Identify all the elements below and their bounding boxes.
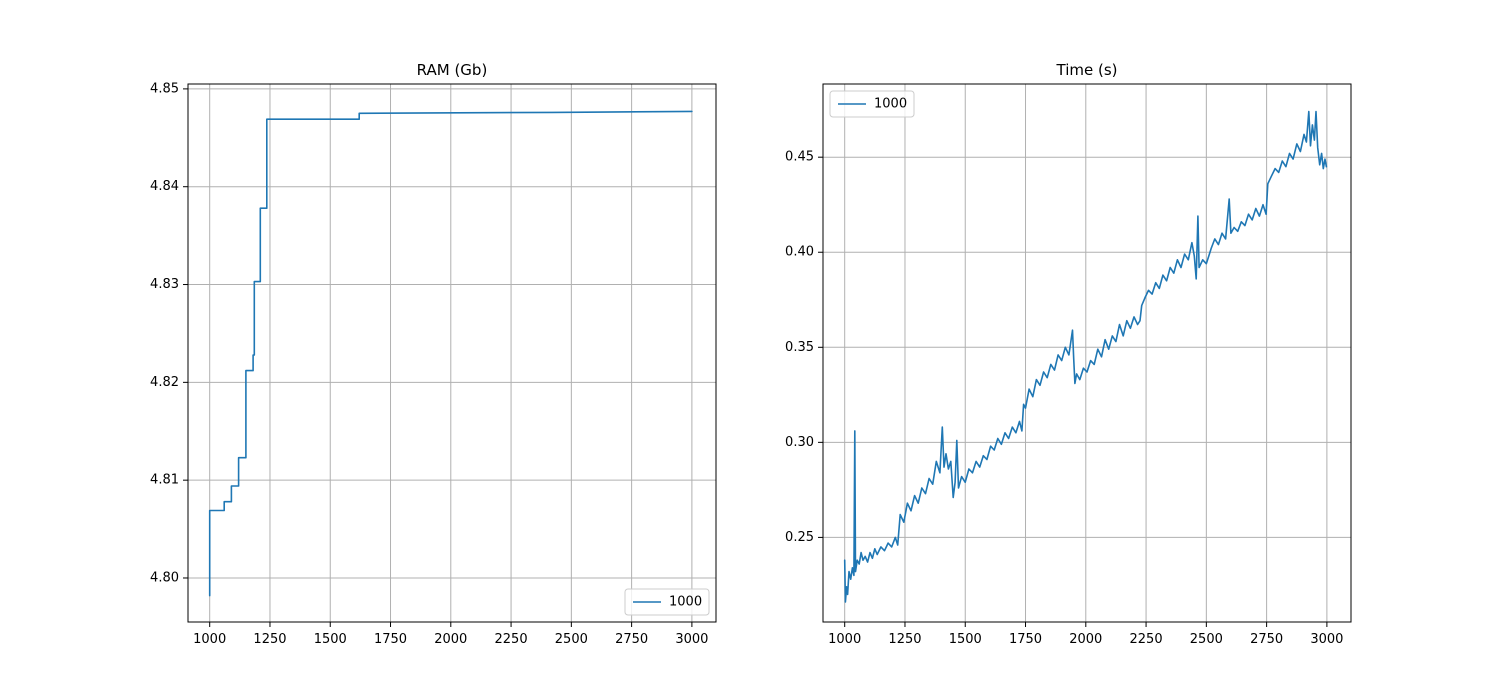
time-y-tick-label: 0.25 xyxy=(785,530,814,545)
time-x-tick-label: 2250 xyxy=(1130,632,1163,647)
time-legend-label: 1000 xyxy=(874,97,907,112)
time-x-tick-label: 3000 xyxy=(1310,632,1343,647)
time-x-tick-label: 2750 xyxy=(1250,632,1283,647)
ram-y-tick-label: 4.84 xyxy=(150,179,179,194)
time-chart-grid xyxy=(823,84,1351,622)
time-chart-ticks: 1000 1250 1500 1750 2000 2250 2500 2750 3000 0.25… xyxy=(785,150,1343,647)
ram-chart: 1000 1250 1500 1750 2000 2250 2500 2750 3000 4.80… xyxy=(150,61,717,647)
time-y-tick-label: 0.40 xyxy=(785,245,814,260)
time-x-tick-label: 1500 xyxy=(949,632,982,647)
time-series-line xyxy=(843,110,1328,603)
time-chart-frame xyxy=(822,83,1352,623)
time-x-tick-label: 1250 xyxy=(888,632,921,647)
time-legend-box xyxy=(829,90,915,118)
ram-y-tick-label: 4.81 xyxy=(150,473,179,488)
ram-x-tick-label: 3000 xyxy=(675,632,708,647)
ram-x-tick-label: 2000 xyxy=(434,632,467,647)
ram-series-line xyxy=(208,110,693,597)
time-y-tick-label: 0.30 xyxy=(785,435,814,450)
time-x-tick-label: 2500 xyxy=(1190,632,1223,647)
time-x-tick-label: 1000 xyxy=(828,632,861,647)
ram-y-tick-label: 4.80 xyxy=(150,570,179,585)
time-y-tick-label: 0.35 xyxy=(785,340,814,355)
ram-chart-frame xyxy=(187,83,717,623)
ram-y-tick-label: 4.83 xyxy=(150,277,179,292)
ram-x-tick-label: 1750 xyxy=(374,632,407,647)
time-chart: 1000 1250 1500 1750 2000 2250 2500 2750 3000 0.25… xyxy=(785,61,1352,647)
ram-chart-title: RAM (Gb) xyxy=(417,61,488,79)
time-chart-legend: 1000 xyxy=(829,90,915,118)
ram-legend-label: 1000 xyxy=(669,595,702,610)
time-x-tick-label: 1750 xyxy=(1009,632,1042,647)
ram-x-tick-label: 2500 xyxy=(555,632,588,647)
ram-x-tick-label: 1500 xyxy=(314,632,347,647)
ram-legend-box xyxy=(624,588,710,616)
ram-x-tick-label: 2250 xyxy=(495,632,528,647)
ram-chart-legend: 1000 xyxy=(624,588,710,616)
time-x-tick-label: 2000 xyxy=(1069,632,1102,647)
ram-y-tick-label: 4.82 xyxy=(150,375,179,390)
ram-x-tick-label: 1250 xyxy=(253,632,286,647)
ram-chart-grid xyxy=(188,84,716,622)
time-chart-title: Time (s) xyxy=(1056,61,1118,79)
ram-x-tick-label: 2750 xyxy=(615,632,648,647)
ram-x-tick-label: 1000 xyxy=(193,632,226,647)
ram-chart-ticks: 1000 1250 1500 1750 2000 2250 2500 2750 3000 4.80… xyxy=(150,81,708,647)
ram-y-tick-label: 4.85 xyxy=(150,81,179,96)
time-y-tick-label: 0.45 xyxy=(785,150,814,165)
